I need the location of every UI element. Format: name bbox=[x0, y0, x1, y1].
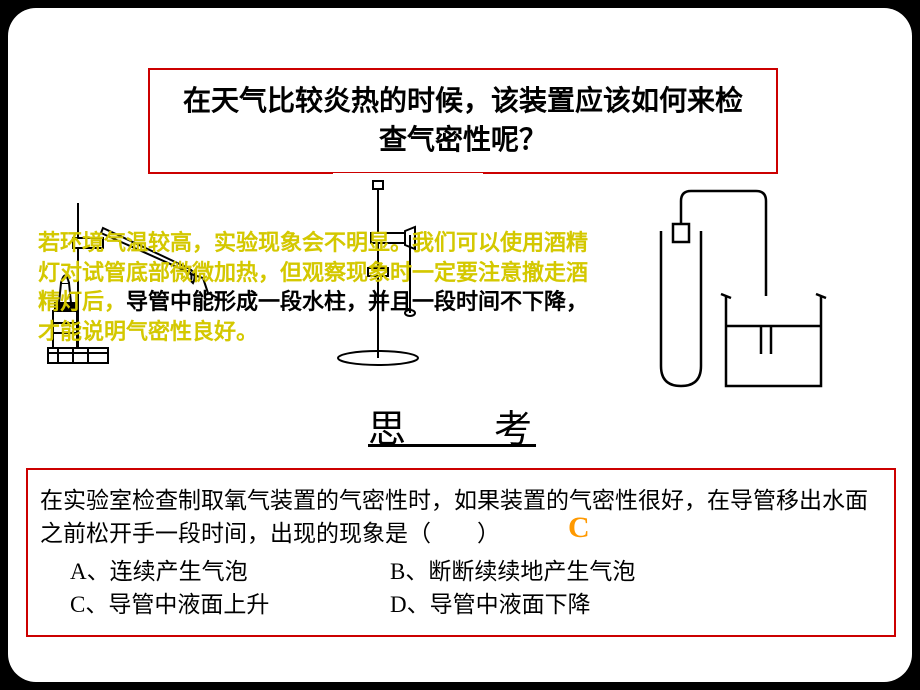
option-d: D、导管中液面下降 bbox=[360, 588, 680, 621]
explanation-black: 导管中能形成一段水柱，并且一段时间不下降， bbox=[126, 289, 588, 314]
options-group: A、连续产生气泡 B、断断续续地产生气泡 C、导管中液面上升 D、导管中液面下降 bbox=[40, 555, 882, 622]
question-box: 在实验室检查制取氧气装置的气密性时，如果装置的气密性很好，在导管移出水面之前松开… bbox=[26, 468, 896, 637]
slide-frame: 在天气比较炎热的时候，该装置应该如何来检查气密性呢？ bbox=[8, 8, 912, 682]
title-text: 在天气比较炎热的时候，该装置应该如何来检查气密性呢？ bbox=[183, 86, 743, 156]
explanation-text: 若环境气温较高，实验现象会不明显。我们可以使用酒精灯对试管底部微微加热，但观察现… bbox=[38, 228, 598, 347]
think-heading: 思 考 bbox=[368, 398, 536, 453]
diagram-test-tube-beaker bbox=[626, 176, 841, 401]
option-b: B、断断续续地产生气泡 bbox=[360, 555, 680, 588]
question-stem: 在实验室检查制取氧气装置的气密性时，如果装置的气密性很好，在导管移出水面之前松开… bbox=[40, 488, 868, 546]
explanation-part2: 才能说明气密性良好。 bbox=[38, 319, 258, 344]
option-c: C、导管中液面上升 bbox=[40, 588, 360, 621]
answer-letter: C bbox=[568, 506, 590, 550]
title-box: 在天气比较炎热的时候，该装置应该如何来检查气密性呢？ bbox=[148, 68, 778, 174]
option-a: A、连续产生气泡 bbox=[40, 555, 360, 588]
question-wrapper: 在实验室检查制取氧气装置的气密性时，如果装置的气密性很好，在导管移出水面之前松开… bbox=[40, 484, 882, 551]
